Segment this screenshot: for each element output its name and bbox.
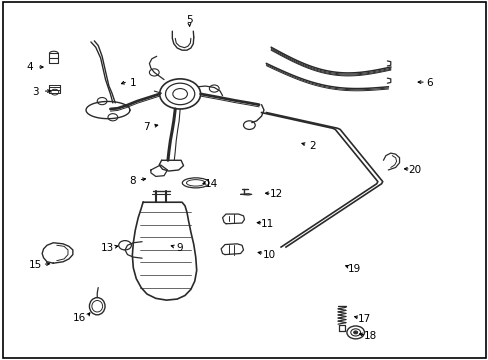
- Text: 18: 18: [363, 331, 376, 341]
- Text: 15: 15: [29, 260, 42, 270]
- Text: 13: 13: [100, 243, 113, 253]
- Text: 6: 6: [426, 78, 432, 88]
- Text: 5: 5: [186, 15, 193, 26]
- Text: 20: 20: [408, 165, 421, 175]
- Text: 14: 14: [204, 179, 218, 189]
- Text: 19: 19: [347, 264, 361, 274]
- Circle shape: [353, 331, 357, 334]
- Text: 3: 3: [32, 87, 39, 97]
- Text: 17: 17: [357, 314, 370, 324]
- Text: 8: 8: [129, 176, 135, 186]
- Text: 4: 4: [26, 62, 33, 72]
- Text: 9: 9: [177, 243, 183, 253]
- Text: 7: 7: [142, 122, 149, 132]
- Text: 1: 1: [130, 78, 136, 88]
- Text: 2: 2: [309, 141, 315, 151]
- Text: 16: 16: [73, 313, 86, 323]
- Text: 12: 12: [269, 189, 282, 199]
- Text: 11: 11: [261, 219, 274, 229]
- Text: 10: 10: [262, 249, 275, 260]
